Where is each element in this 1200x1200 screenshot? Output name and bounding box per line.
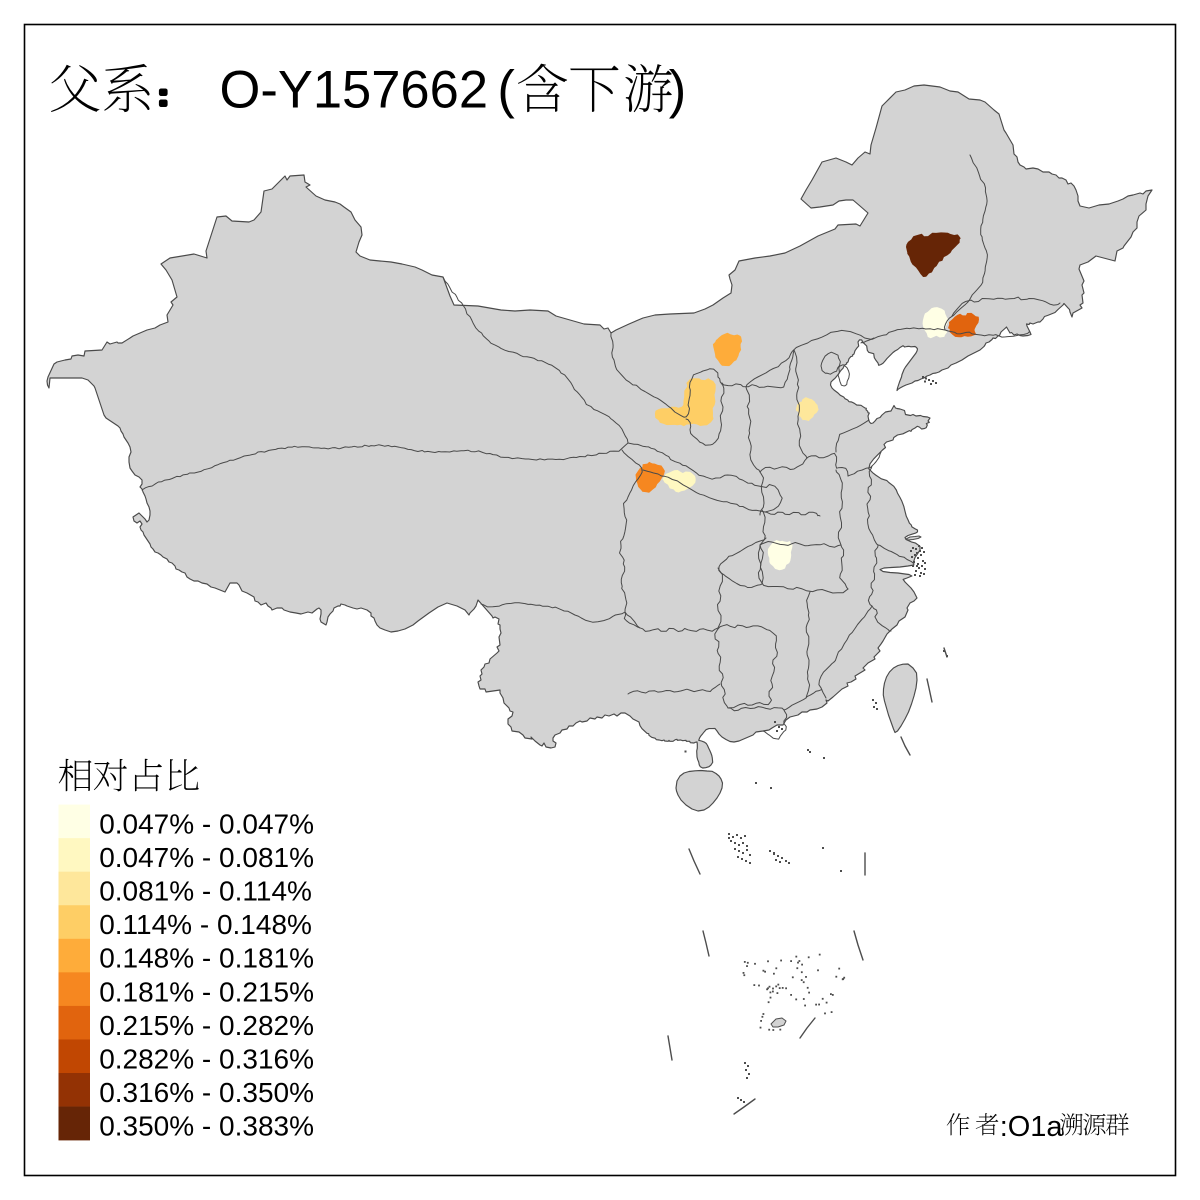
svg-text:0.316% - 0.350%: 0.316% - 0.350% [99,1077,314,1108]
svg-text:0.181% - 0.215%: 0.181% - 0.215% [99,976,314,1007]
svg-text:0.047% - 0.081%: 0.047% - 0.081% [99,842,314,873]
svg-text:(: ( [497,61,515,120]
svg-text:0.047% - 0.047%: 0.047% - 0.047% [99,809,314,840]
svg-text:O-Y157662: O-Y157662 [220,61,489,120]
svg-text:0.215% - 0.282%: 0.215% - 0.282% [99,1010,314,1041]
svg-text:0.282% - 0.316%: 0.282% - 0.316% [99,1043,314,1074]
svg-text:0.148% - 0.181%: 0.148% - 0.181% [99,943,314,974]
svg-text:): ) [669,61,686,120]
svg-text::O1a: :O1a [1000,1111,1064,1143]
svg-text:0.350% - 0.383%: 0.350% - 0.383% [99,1110,314,1141]
svg-text:0.114% - 0.148%: 0.114% - 0.148% [99,909,312,940]
svg-text:0.081% - 0.114%: 0.081% - 0.114% [99,876,312,907]
